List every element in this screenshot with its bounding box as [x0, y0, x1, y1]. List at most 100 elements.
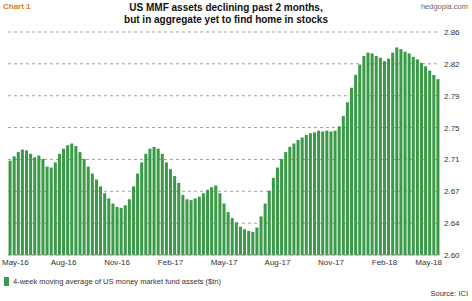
- y-tick-label: 2.60: [444, 251, 460, 260]
- bar: [17, 152, 20, 255]
- bar: [321, 131, 324, 255]
- bar: [74, 146, 77, 255]
- y-tick-label: 2.64: [444, 219, 460, 228]
- bar: [346, 102, 349, 255]
- bar: [198, 197, 201, 255]
- bar: [375, 56, 378, 255]
- chart-number: Chart 1: [3, 2, 31, 11]
- y-tick-label: 2.82: [444, 60, 460, 69]
- bar: [136, 174, 139, 255]
- bar: [161, 154, 164, 255]
- bar: [379, 58, 382, 255]
- bar: [214, 186, 217, 255]
- bar: [194, 198, 197, 255]
- bar: [128, 199, 131, 255]
- bar: [395, 47, 398, 255]
- bar: [120, 208, 123, 255]
- bar: [284, 152, 287, 255]
- bar: [190, 200, 193, 255]
- x-axis: [8, 255, 440, 256]
- bar: [25, 150, 28, 255]
- bar: [169, 169, 172, 255]
- bar: [41, 159, 44, 255]
- bars: [9, 47, 440, 255]
- bar: [111, 204, 114, 255]
- bar: [280, 159, 283, 255]
- bar: [181, 195, 184, 255]
- bar: [91, 174, 94, 255]
- x-tick-label: Feb-17: [158, 258, 184, 267]
- bar: [288, 147, 291, 255]
- x-tick-label: Feb-18: [372, 258, 398, 267]
- bar: [202, 193, 205, 255]
- bar: [9, 161, 12, 255]
- bar: [37, 156, 40, 255]
- bar: [148, 149, 151, 255]
- bar: [21, 150, 24, 255]
- bar: [66, 145, 69, 255]
- bar: [210, 187, 213, 255]
- bar: [436, 79, 439, 255]
- bar: [46, 167, 49, 255]
- bar: [124, 205, 127, 255]
- x-tick-label: Aug-17: [265, 258, 291, 267]
- title: US MMF assets declining past 2 months,bu…: [124, 2, 328, 25]
- bar: [342, 116, 345, 255]
- bar: [140, 162, 143, 255]
- y-tick-label: 2.86: [444, 28, 460, 37]
- bar: [358, 65, 361, 255]
- bar: [153, 147, 156, 255]
- x-tick-label: May-16: [2, 258, 29, 267]
- bar: [276, 168, 279, 255]
- bar: [297, 140, 300, 255]
- bar: [354, 75, 357, 255]
- bar: [325, 131, 328, 255]
- grid-line: [8, 255, 440, 256]
- bar: [260, 216, 263, 255]
- bar: [292, 144, 295, 256]
- bar: [144, 154, 147, 255]
- bar: [247, 231, 250, 255]
- bar: [334, 131, 337, 255]
- bar: [165, 162, 168, 255]
- bar: [54, 162, 57, 255]
- bar: [78, 152, 81, 255]
- bar: [95, 180, 98, 255]
- bar: [251, 232, 254, 255]
- title-line: US MMF assets declining past 2 months,: [129, 2, 323, 13]
- y-tick-label: 2.75: [444, 124, 460, 133]
- bar: [239, 227, 242, 255]
- bar: [255, 228, 258, 255]
- bar: [366, 53, 369, 255]
- bar: [383, 61, 386, 255]
- y-tick-label: 2.79: [444, 92, 460, 101]
- bar: [83, 159, 86, 255]
- bar: [235, 222, 238, 255]
- source: Source: ICI: [430, 289, 468, 298]
- bar: [218, 193, 221, 255]
- bar: [132, 186, 135, 255]
- bar: [350, 88, 353, 255]
- grid-line: [8, 32, 440, 33]
- bar: [329, 131, 332, 255]
- bar: [428, 71, 431, 255]
- legend-label: 4-week moving average of US money market…: [13, 277, 222, 286]
- bar: [99, 186, 102, 255]
- bar: [305, 135, 308, 255]
- bar: [206, 190, 209, 255]
- bar: [33, 157, 36, 255]
- bar: [177, 183, 180, 255]
- bar: [70, 144, 73, 256]
- x-tick-label: Nov-16: [104, 258, 130, 267]
- bar: [399, 49, 402, 255]
- y-tick-label: 2.67: [444, 187, 460, 196]
- watermark: hedgopia.com: [421, 2, 468, 11]
- bar: [371, 53, 374, 255]
- bar: [29, 154, 32, 255]
- bar: [243, 229, 246, 255]
- bar: [309, 133, 312, 255]
- bar: [432, 75, 435, 255]
- bar: [87, 167, 90, 255]
- bar: [317, 131, 320, 255]
- title-line: but in aggregate yet to find home in sto…: [124, 14, 328, 25]
